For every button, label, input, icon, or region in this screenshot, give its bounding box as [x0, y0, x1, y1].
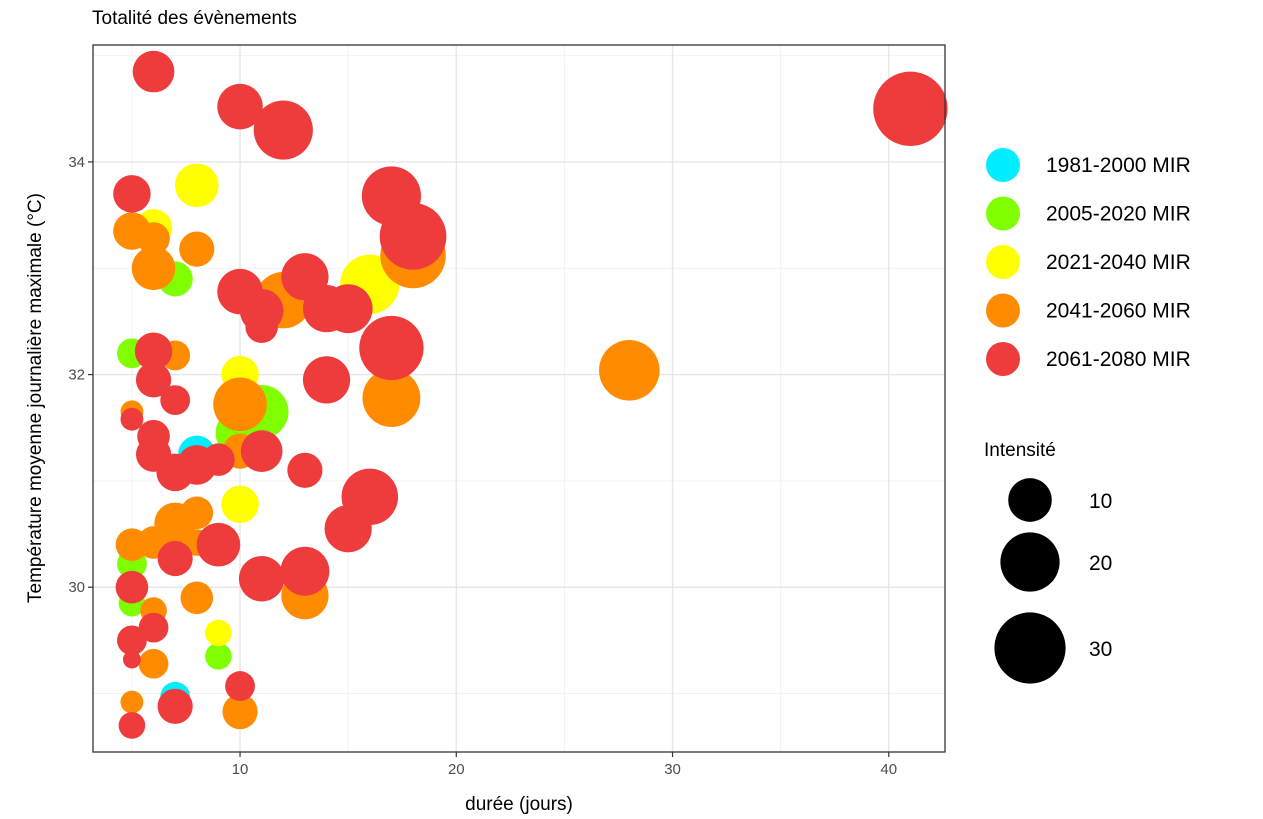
legend-item-label: 1981-2000 MIR	[1046, 154, 1191, 177]
y-tick-label: 32	[68, 367, 85, 384]
data-point	[180, 496, 214, 530]
legend-item-label: 2021-2040 MIR	[1046, 251, 1191, 274]
size-legend-label: 30	[1089, 638, 1112, 661]
data-point	[113, 175, 151, 213]
data-point	[157, 540, 193, 577]
data-point	[180, 581, 214, 615]
data-point	[213, 377, 267, 432]
data-point	[324, 505, 372, 553]
data-points	[113, 50, 948, 739]
legend-item-label: 2061-2080 MIR	[1046, 348, 1191, 371]
y-axis-label: Température moyenne journalière maximale…	[25, 193, 46, 603]
data-point	[122, 650, 141, 669]
data-point	[132, 50, 175, 93]
panel-border	[92, 44, 946, 753]
data-point	[240, 430, 283, 472]
legend-key-circle	[986, 293, 1020, 328]
size-legend-label: 20	[1089, 552, 1112, 575]
data-point	[359, 315, 424, 381]
legend-key-circle	[986, 196, 1020, 231]
data-point	[221, 485, 259, 524]
data-point	[138, 612, 169, 643]
data-point	[222, 694, 258, 730]
data-point	[135, 362, 172, 398]
chart-title: Totalité des évènements	[92, 8, 297, 29]
data-point	[379, 203, 447, 270]
size-legend-circle	[1008, 478, 1052, 522]
data-point	[287, 452, 323, 488]
x-tick-label: 30	[664, 761, 681, 778]
x-axis: 10 20 30 40	[232, 752, 897, 778]
data-point	[138, 648, 169, 679]
data-point	[873, 71, 948, 146]
data-point	[131, 246, 176, 291]
data-point	[118, 712, 146, 739]
y-tick-label: 30	[68, 579, 85, 596]
legend-key-circle	[986, 245, 1020, 279]
data-point	[120, 690, 144, 714]
data-point	[238, 555, 285, 602]
x-tick-label: 20	[448, 761, 465, 778]
data-point	[160, 385, 191, 415]
data-point	[205, 643, 232, 670]
y-axis: 30 32 34	[68, 154, 93, 596]
data-point	[202, 443, 235, 476]
data-point	[117, 625, 147, 656]
size-legend: Intensité 10 20 30	[984, 440, 1112, 684]
data-point	[137, 222, 170, 255]
x-axis-label: durée (jours)	[465, 794, 573, 815]
x-tick-label: 10	[232, 761, 249, 778]
data-point	[157, 688, 193, 724]
plot-area	[92, 44, 948, 753]
color-legend: 1981-2000 MIR 2005-2020 MIR 2021-2040 MIR 2…	[986, 148, 1191, 376]
data-point	[174, 163, 219, 208]
x-tick-label: 40	[880, 761, 897, 778]
data-point	[134, 332, 173, 370]
grid-lines	[93, 45, 945, 752]
legend-key-circle	[986, 342, 1020, 376]
legend-key-circle	[986, 148, 1020, 182]
data-point	[280, 546, 330, 596]
size-legend-circle	[994, 612, 1066, 684]
data-point	[599, 340, 660, 401]
legend-item-label: 2005-2020 MIR	[1046, 203, 1191, 226]
data-point	[120, 407, 144, 431]
data-point	[205, 619, 232, 647]
legend-item-label: 2041-2060 MIR	[1046, 300, 1191, 323]
data-point	[245, 310, 278, 344]
data-point	[253, 100, 313, 160]
data-point	[179, 231, 215, 267]
data-point	[362, 369, 421, 427]
size-legend-label: 10	[1089, 490, 1112, 513]
size-legend-circle	[1000, 532, 1060, 592]
data-point	[196, 522, 241, 567]
data-point	[225, 671, 255, 701]
data-point	[302, 356, 351, 404]
data-point	[323, 284, 373, 334]
data-point	[115, 570, 149, 604]
data-point	[217, 83, 263, 130]
y-tick-label: 34	[68, 154, 85, 171]
size-legend-title: Intensité	[984, 440, 1056, 461]
